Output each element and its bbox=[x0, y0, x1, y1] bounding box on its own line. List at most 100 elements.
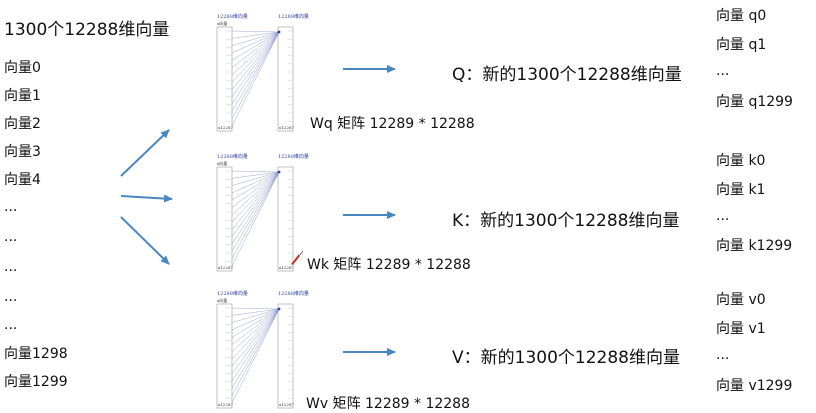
arrow-to-wv bbox=[120, 216, 170, 265]
matrix-subheader: x向量 bbox=[217, 160, 227, 166]
input-vector: ... bbox=[4, 199, 18, 215]
matrix-left-footer: x12287 bbox=[218, 125, 233, 130]
arrow-to-wq bbox=[120, 129, 170, 177]
matrix-connection-line bbox=[231, 31, 280, 39]
matrix-left-column bbox=[216, 166, 233, 272]
matrix-connection-line bbox=[231, 308, 280, 396]
matrix-output-node bbox=[277, 30, 281, 34]
matrix-left-column bbox=[216, 303, 233, 409]
matrix-connection-line bbox=[231, 30, 280, 33]
output-vector: ... bbox=[716, 63, 730, 79]
matrix-connection-line bbox=[231, 171, 280, 201]
matrix-connection-line bbox=[231, 31, 280, 68]
output-vector: 向量 v1299 bbox=[716, 378, 793, 394]
matrix-connection-line bbox=[231, 308, 280, 367]
matrix-right-footer: x12287 bbox=[279, 402, 294, 407]
matrix-wv-label: Wv 矩阵 12289 * 12288 bbox=[306, 396, 471, 412]
matrix-connection-line bbox=[231, 307, 280, 310]
input-vector: 向量0 bbox=[4, 60, 41, 76]
output-vector: 向量 q1299 bbox=[716, 94, 793, 110]
matrix-wq-label: Wq 矩阵 12289 * 12288 bbox=[310, 116, 475, 132]
result-k-title: K：新的1300个12288维向量 bbox=[452, 211, 680, 231]
matrix-connection-line bbox=[231, 31, 280, 61]
matrix-header-left: 12288维向量 bbox=[217, 290, 248, 297]
result-q-title: Q：新的1300个12288维向量 bbox=[452, 65, 682, 85]
input-vector: 向量2 bbox=[4, 116, 41, 132]
input-vector: ... bbox=[4, 259, 18, 275]
matrix-subheader: x向量 bbox=[217, 20, 227, 26]
matrix-connection-line bbox=[231, 31, 280, 119]
matrix-connection-line bbox=[231, 171, 280, 237]
matrix-header-right: 12288维向量 bbox=[278, 13, 309, 20]
input-vector: 向量1 bbox=[4, 88, 41, 104]
matrix-connection-line bbox=[231, 170, 280, 173]
matrix-connection-line bbox=[231, 171, 280, 259]
output-vector: 向量 v0 bbox=[716, 292, 766, 308]
matrix-connection-line bbox=[231, 31, 280, 90]
input-vector: ... bbox=[4, 317, 18, 333]
matrix-connection-line bbox=[231, 171, 280, 186]
input-vector: ... bbox=[4, 229, 18, 245]
matrix-connection-line bbox=[231, 171, 280, 252]
matrix-connection-line bbox=[231, 31, 280, 83]
matrix-connection-line bbox=[231, 308, 280, 360]
matrix-header-left: 12288维向量 bbox=[217, 153, 248, 160]
matrix-connection-line bbox=[231, 308, 280, 345]
matrix-connection-line bbox=[231, 308, 280, 352]
matrix-connection-line bbox=[231, 171, 280, 223]
output-vector: 向量 k0 bbox=[716, 153, 766, 169]
matrix-connection-line bbox=[231, 31, 280, 97]
output-vector: ... bbox=[716, 208, 730, 224]
matrix-connection-line bbox=[231, 31, 280, 127]
matrix-subheader: x向量 bbox=[217, 297, 227, 303]
input-vector: 向量3 bbox=[4, 144, 41, 160]
matrix-connection-line bbox=[231, 308, 280, 331]
output-vector: ... bbox=[716, 347, 730, 363]
matrix-output-node bbox=[277, 170, 281, 174]
output-vector: 向量 q0 bbox=[716, 8, 767, 24]
matrix-header-left: 12288维向量 bbox=[217, 13, 248, 20]
input-vector: 向量1299 bbox=[4, 374, 68, 390]
matrix-connection-line bbox=[231, 171, 280, 179]
matrix-connection-line bbox=[231, 171, 280, 267]
matrix-right-footer: x12287 bbox=[279, 125, 294, 130]
matrix-connection-line bbox=[231, 171, 280, 215]
matrix-connection-line bbox=[231, 171, 280, 208]
matrix-left-footer: x12287 bbox=[218, 265, 233, 270]
output-vector: 向量 v1 bbox=[716, 321, 766, 337]
input-vector: 向量4 bbox=[4, 172, 41, 188]
matrix-right-column bbox=[277, 303, 294, 409]
result-v-title: V：新的1300个12288维向量 bbox=[452, 348, 680, 368]
matrix-connection-line bbox=[231, 308, 280, 382]
output-vector: 向量 k1299 bbox=[716, 238, 793, 254]
input-vector: 向量1298 bbox=[4, 346, 68, 362]
matrix-connection-line bbox=[231, 171, 280, 245]
input-title: 1300个12288维向量 bbox=[4, 20, 170, 40]
matrix-header-right: 12288维向量 bbox=[278, 290, 309, 297]
matrix-header-right: 12288维向量 bbox=[278, 153, 309, 160]
matrix-connection-line bbox=[231, 31, 280, 112]
matrix-left-column bbox=[216, 26, 233, 132]
matrix-right-column bbox=[277, 166, 294, 272]
cursor-icon bbox=[291, 250, 304, 265]
matrix-output-node bbox=[277, 307, 281, 311]
matrix-wk-label: Wk 矩阵 12289 * 12288 bbox=[307, 257, 471, 273]
matrix-connection-line bbox=[231, 308, 280, 338]
matrix-connection-line bbox=[231, 31, 280, 46]
matrix-connection-line bbox=[231, 308, 280, 323]
arrow-to-wk bbox=[120, 194, 173, 203]
matrix-connection-line bbox=[231, 31, 280, 54]
matrix-connection-line bbox=[231, 171, 280, 194]
matrix-right-column bbox=[277, 26, 294, 132]
matrix-connection-line bbox=[231, 308, 280, 374]
matrix-connection-line bbox=[231, 308, 280, 404]
input-vector: ... bbox=[4, 289, 18, 305]
matrix-connection-line bbox=[231, 308, 280, 389]
matrix-connection-line bbox=[231, 171, 280, 230]
output-vector: 向量 q1 bbox=[716, 37, 767, 53]
matrix-connection-line bbox=[231, 31, 280, 105]
matrix-connection-line bbox=[231, 31, 280, 75]
